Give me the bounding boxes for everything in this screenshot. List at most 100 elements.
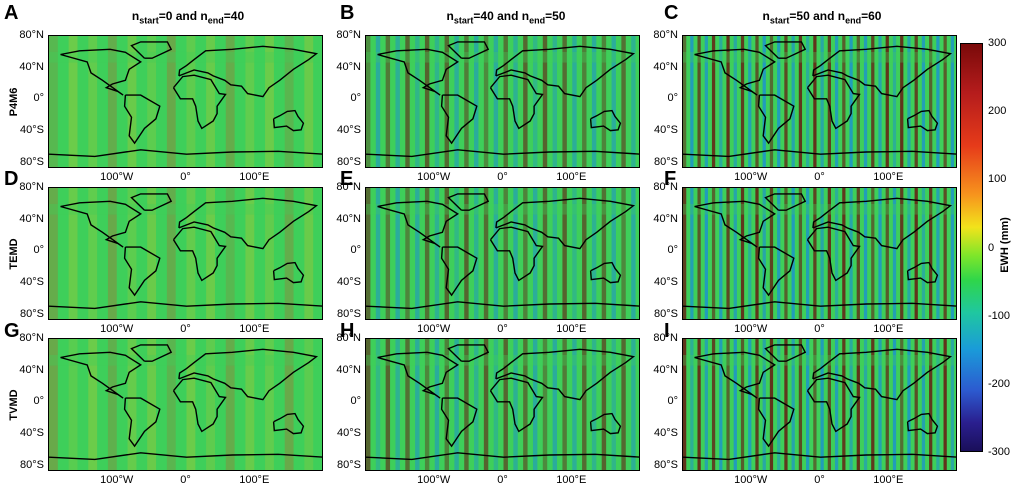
field-band [49, 51, 322, 63]
y-tick-label: 40°S [654, 276, 678, 288]
field-stripe [542, 36, 548, 167]
column-title-part: =50 and n [789, 9, 846, 23]
field-stripe [885, 36, 889, 167]
field-stripe [601, 36, 607, 167]
field-stripe [914, 36, 918, 167]
panel-letter-f: F [664, 168, 677, 190]
coastline [489, 377, 544, 433]
x-tick-label: 0° [497, 323, 508, 335]
panel-letter-c: C [664, 2, 679, 24]
field-stripe [914, 339, 918, 470]
panel-letter-a: A [4, 2, 19, 24]
field-stripe [748, 36, 752, 167]
field-stripe [762, 339, 766, 470]
field-stripe [454, 188, 459, 319]
field-stripe [755, 36, 759, 167]
field-stripe [127, 339, 137, 470]
field-stripe [842, 339, 846, 470]
field-stripe [849, 36, 853, 167]
field-stripe [834, 339, 839, 470]
colorbar [960, 43, 983, 452]
x-tick-label: 0° [814, 171, 825, 183]
field-stripe [878, 188, 882, 319]
colorbar-tick-label: -100 [988, 309, 1011, 322]
field-stripe [856, 36, 860, 167]
field-stripe [611, 188, 616, 319]
coastline [60, 200, 143, 248]
field-stripe [813, 339, 817, 470]
field-stripe [434, 339, 440, 470]
field-stripe [88, 36, 98, 167]
column-title-part: start [139, 15, 159, 26]
x-tick-label: 100°W [734, 171, 768, 183]
field-stripe [265, 339, 274, 470]
field-stripe [748, 339, 752, 470]
y-tick-label: 0° [350, 244, 361, 257]
panel-letter-b: B [340, 2, 355, 24]
field-stripe [820, 339, 824, 470]
field-stripe [483, 339, 489, 470]
field-stripe [572, 36, 577, 167]
y-tick-label: 80°N [336, 181, 361, 193]
column-title-part: =60 [861, 9, 882, 23]
field-stripe [474, 339, 479, 470]
y-tick-label: 0° [33, 395, 44, 408]
field-stripe [621, 339, 626, 470]
field-stripe [900, 188, 904, 319]
field-stripe [950, 36, 955, 167]
y-tick-label: 40°S [337, 124, 361, 136]
map-field-svg [49, 339, 322, 470]
field-stripe [704, 36, 708, 167]
column-title-part: =50 [545, 9, 566, 23]
field-stripe [711, 36, 716, 167]
field-background [49, 339, 322, 470]
field-stripe [936, 188, 940, 319]
field-stripe [542, 188, 548, 319]
field-stripe [68, 339, 78, 470]
y-tick-label: 40°N [19, 60, 44, 73]
field-stripe [454, 339, 459, 470]
field-stripe [265, 36, 274, 167]
field-stripe [611, 339, 616, 470]
field-stripe [532, 36, 538, 167]
colorbar-label: EWH (mm) [999, 217, 1011, 273]
field-stripe [206, 36, 215, 167]
field-stripe [395, 339, 400, 470]
field-stripe [375, 339, 381, 470]
field-stripe [820, 188, 824, 319]
coastline [812, 348, 953, 401]
panel-letter-i: I [664, 320, 670, 342]
map-plot [682, 187, 957, 320]
field-stripe [395, 188, 400, 319]
map-plot [48, 187, 323, 320]
y-tick-label: 40°N [19, 363, 44, 376]
field-stripe [777, 339, 781, 470]
field-stripe [769, 339, 774, 470]
y-tick-label: 0° [667, 395, 678, 408]
field-stripe [777, 36, 781, 167]
x-tick-label: 100°E [239, 171, 270, 183]
y-tick-label: 40°N [653, 212, 678, 225]
field-stripe [523, 339, 528, 470]
field-stripe [936, 339, 940, 470]
coastline [60, 48, 143, 96]
field-stripe [878, 339, 882, 470]
field-stripe [444, 339, 449, 470]
coastline [447, 41, 490, 59]
field-stripe [405, 188, 410, 319]
field-stripe [885, 188, 889, 319]
coastline [906, 109, 939, 132]
field-stripe [513, 36, 518, 167]
field-stripe [474, 188, 479, 319]
colorbar-tick-label: 0 [988, 241, 995, 254]
x-tick-label: 0° [180, 474, 191, 486]
field-stripe [849, 339, 853, 470]
y-tick-label: 40°N [336, 212, 361, 225]
field-band [683, 51, 956, 63]
field-stripe [762, 36, 766, 167]
field-stripe [107, 188, 117, 319]
field-stripe [127, 36, 137, 167]
field-stripe [49, 188, 58, 319]
y-tick-label: 80°S [20, 307, 44, 320]
field-stripe [304, 339, 314, 470]
